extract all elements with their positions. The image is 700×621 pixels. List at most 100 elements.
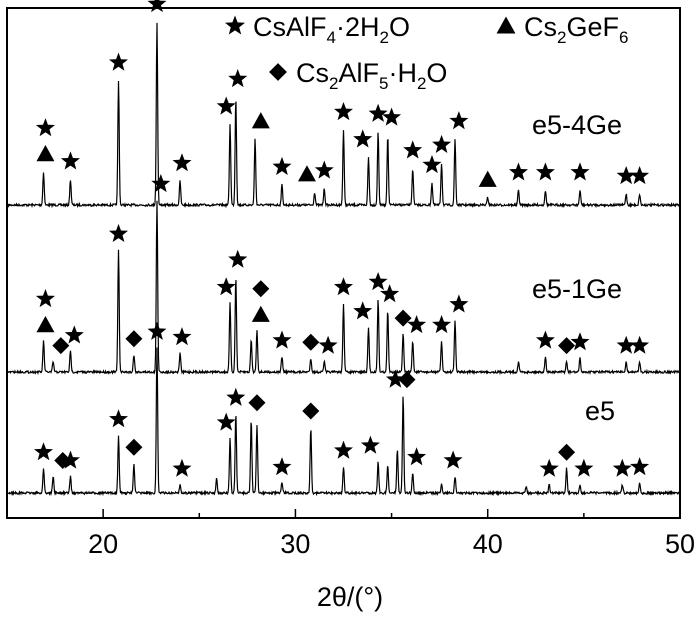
triangle-marker [297,165,316,182]
legend-label: Cs2AlF5·H2O [296,58,447,93]
x-tick-label: 40 [473,529,503,559]
star-marker [34,442,53,461]
star-marker [334,102,353,121]
star-marker [172,327,192,346]
legend-label: CsAlF4·2H2O [253,12,410,47]
star-marker [630,166,650,185]
x-axis-ticks: 20 30 40 50 [6,509,695,559]
star-marker [216,412,236,431]
triangle-marker [251,305,270,322]
star-marker [172,153,192,172]
triangle-marker [251,112,270,129]
diamond-marker [125,330,143,348]
star-marker [147,0,167,13]
star-marker [272,457,292,476]
star-marker [449,294,469,313]
star-marker [407,447,427,466]
triangle-marker [36,316,55,333]
star-marker [535,330,555,349]
star-marker [334,277,353,296]
plot-frame [6,7,681,519]
triangle-marker [478,170,497,187]
diamond-marker [269,63,287,81]
x-axis-label: 2θ/(°) [317,582,383,612]
star-marker [314,160,334,179]
series-label-e5-4Ge: e5-4Ge [532,110,622,140]
star-marker [382,107,402,126]
series-label-e5-1Ge: e5-1Ge [532,274,622,304]
series-label-e5: e5 [585,396,615,426]
legend: CsAlF4·2H2O Cs2GeF6 Cs2AlF5·H2O [225,12,628,93]
diamond-marker [248,394,266,412]
pattern-line-e5-4Ge [7,22,680,209]
star-marker [449,111,469,130]
star-marker [570,162,590,181]
star-marker [616,166,636,185]
star-marker [109,409,128,428]
star-marker [64,325,84,344]
star-marker [360,435,380,454]
pattern-line-e5 [7,347,680,497]
star-marker [272,156,292,175]
marker-layer [34,0,650,477]
star-marker [380,284,400,303]
star-marker [60,450,80,469]
star-marker [216,277,236,296]
star-marker [612,458,632,477]
star-marker [35,289,55,308]
star-marker [60,151,80,170]
star-marker [368,272,388,291]
star-marker [570,332,590,351]
star-marker [432,134,452,153]
diamond-marker [394,309,412,327]
x-tick-label: 30 [280,529,310,559]
diamond-marker [558,443,576,461]
star-marker [353,129,373,148]
legend-entry-diamond: Cs2AlF5·H2O [269,58,447,93]
diamond-marker [302,333,320,351]
star-marker [151,174,171,193]
star-marker [216,96,236,115]
legend-entry-star: CsAlF4·2H2O [225,12,410,47]
star-marker [353,301,373,320]
legend-label: Cs2GeF6 [524,12,628,47]
star-marker [147,321,167,340]
star-marker [539,458,559,477]
star-marker [630,457,650,476]
star-marker [574,458,594,477]
star-marker [443,450,463,469]
star-marker [368,103,388,122]
star-marker [616,335,636,354]
star-marker [228,69,248,88]
star-marker [334,440,353,459]
star-marker [403,140,423,159]
star-marker [432,315,452,334]
pattern-line-e5-1Ge [7,200,680,376]
triangle-marker [496,16,516,34]
star-marker [109,223,128,242]
star-marker [35,118,55,137]
star-marker [226,387,246,406]
diamond-marker [558,337,576,355]
star-marker [422,155,442,174]
star-marker [407,315,427,334]
star-marker [225,15,245,35]
star-marker [509,162,528,181]
series-labels: e5-4Ge e5-1Ge e5 [532,110,622,426]
star-marker [630,335,650,354]
diamond-marker [125,438,143,456]
legend-entry-triangle: Cs2GeF6 [496,12,628,47]
star-marker [385,369,405,388]
diamond-marker [52,337,70,355]
star-marker [109,52,128,71]
star-marker [228,249,248,268]
x-tick-label: 20 [88,529,118,559]
diamond-marker [398,371,416,389]
triangle-marker [36,145,55,162]
star-marker [318,335,338,354]
star-marker [535,162,555,181]
star-marker [172,458,192,477]
diamond-marker [302,402,320,420]
plot-area [7,22,680,497]
